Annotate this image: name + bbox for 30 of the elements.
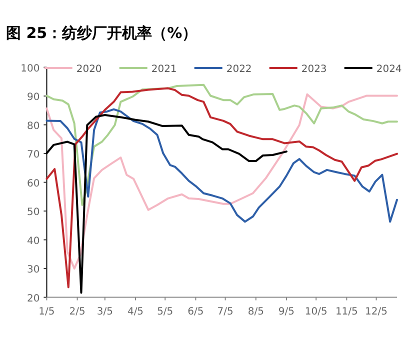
y-tick-label: 70 [26,150,40,161]
legend-label: 2022 [226,64,252,75]
y-tick-label: 60 [26,178,40,190]
legend-label: 2024 [376,64,402,75]
y-tick-label: 20 [26,293,40,304]
legend-label: 2020 [76,64,102,75]
x-tick-label: 2/5 [69,306,86,318]
y-tick-label: 80 [26,120,40,132]
x-tick-label: 6/5 [188,306,204,318]
y-tick-label: 40 [26,236,40,247]
x-tick-label: 8/5 [248,306,264,318]
line-series [46,114,288,294]
x-tick-label: 4/5 [127,306,144,318]
x-tick-label: 12/5 [365,306,388,318]
chart-title: 图 25：纺纱厂开机率（%） [6,24,198,42]
legend-label: 2021 [151,64,177,75]
x-tick-label: 11/5 [335,306,358,318]
line-series [46,84,398,206]
x-tick-label: 7/5 [217,306,234,318]
x-tick-label: 5/5 [157,306,174,318]
x-tick-label: 10/5 [304,306,328,318]
y-tick-label: 30 [26,264,40,276]
y-tick-label: 90 [26,92,40,104]
y-tick-label: 100 [20,63,40,74]
x-tick-label: 1/5 [38,306,55,318]
x-tick-label: 3/5 [96,306,113,318]
line-series [46,108,398,223]
legend-label: 2023 [301,64,327,75]
x-tick-label: 9/5 [278,306,295,318]
y-tick-label: 50 [26,207,40,218]
